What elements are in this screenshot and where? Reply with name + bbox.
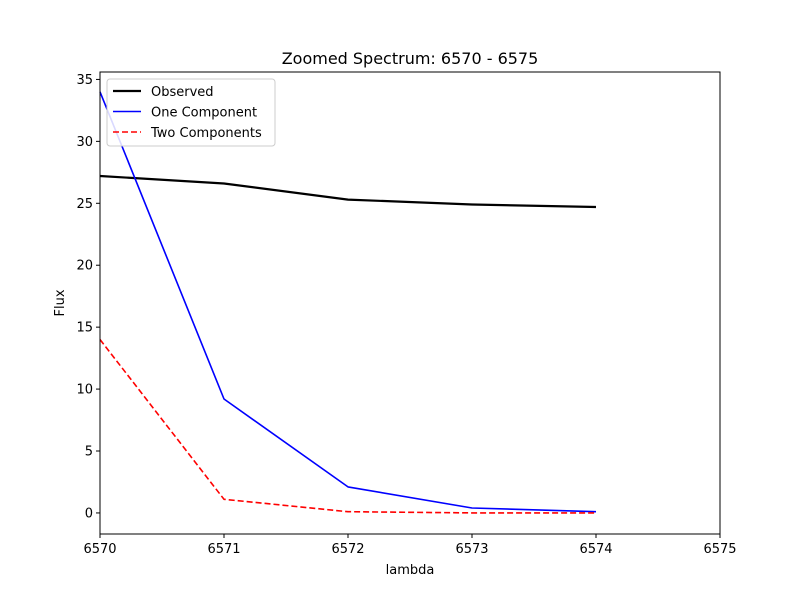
y-tick-label: 20 bbox=[76, 259, 93, 274]
y-tick-label: 35 bbox=[76, 73, 93, 88]
y-axis-label: Flux bbox=[53, 289, 68, 316]
legend-label-observed: Observed bbox=[151, 85, 214, 100]
series-line-two-components bbox=[99, 339, 596, 514]
legend-label-two-components: Two Components bbox=[150, 126, 262, 141]
y-tick-label: 10 bbox=[76, 383, 93, 398]
x-tick-label: 6575 bbox=[703, 542, 736, 557]
plot-frame bbox=[99, 71, 721, 535]
y-tick-label: 0 bbox=[85, 506, 93, 521]
x-tick-label: 6574 bbox=[579, 542, 612, 557]
chart-title: Zoomed Spectrum: 6570 - 6575 bbox=[282, 49, 539, 68]
y-tick-label: 15 bbox=[76, 321, 93, 336]
y-tick-label: 5 bbox=[85, 445, 93, 460]
legend-box bbox=[106, 78, 276, 147]
x-tick-label: 6571 bbox=[207, 542, 240, 557]
legend-label-one-component: One Component bbox=[151, 106, 257, 121]
series-line-observed bbox=[99, 174, 597, 209]
x-tick-label: 6570 bbox=[83, 542, 116, 557]
x-tick-label: 6572 bbox=[331, 542, 364, 557]
x-axis-label: lambda bbox=[386, 563, 435, 578]
y-tick-label: 30 bbox=[76, 135, 93, 150]
y-tick-label: 25 bbox=[76, 197, 93, 212]
series-line-one-component bbox=[99, 91, 597, 513]
x-tick-label: 6573 bbox=[455, 542, 488, 557]
legend: Observed One Component Two Components bbox=[106, 78, 276, 147]
